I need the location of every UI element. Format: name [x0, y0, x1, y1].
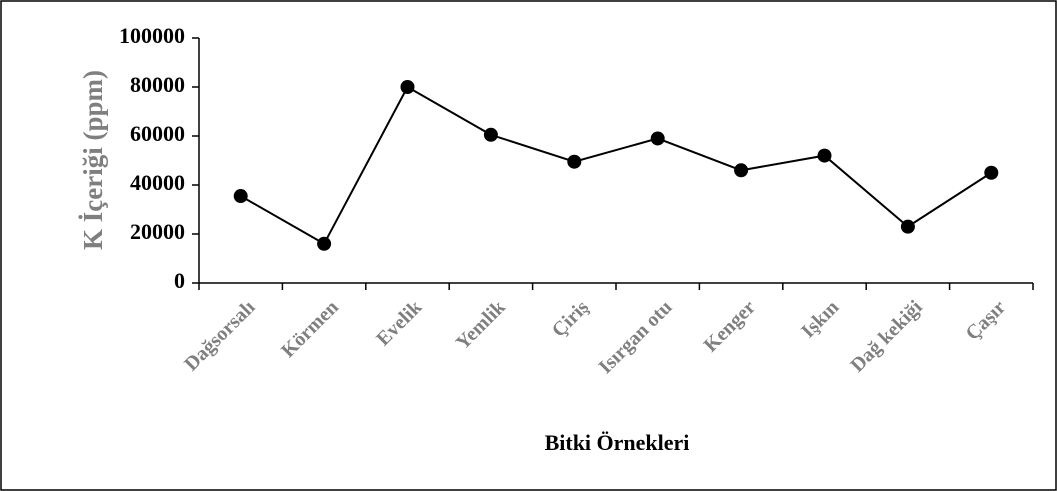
point	[900, 219, 915, 234]
y-tick-label: 20000	[130, 219, 185, 244]
y-tick-label: 0	[174, 268, 185, 293]
point	[567, 154, 582, 169]
point	[734, 163, 749, 178]
point	[984, 165, 999, 180]
x-axis-title: Bitki Örnekleri	[545, 430, 690, 455]
point	[650, 131, 665, 146]
point	[317, 236, 332, 251]
point	[400, 80, 415, 94]
y-tick-label: 80000	[130, 72, 185, 97]
y-tick-label: 40000	[130, 170, 185, 195]
point	[817, 148, 832, 163]
y-axis-title: K İçeriği (ppm)	[78, 70, 108, 250]
y-tick-label: 60000	[130, 121, 185, 146]
y-tick-label: 100000	[119, 23, 185, 48]
point	[483, 127, 498, 142]
point	[233, 189, 248, 204]
line	[240, 85, 992, 246]
